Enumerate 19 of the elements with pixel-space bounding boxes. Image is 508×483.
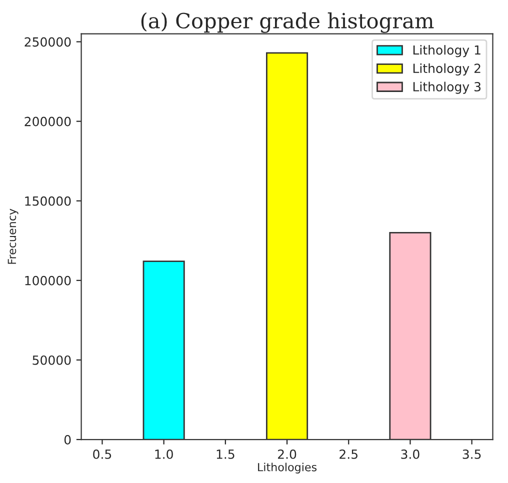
y-tick-label: 100000 [25, 276, 71, 286]
x-tick-label: 0.5 [93, 449, 112, 459]
x-tick-label: 3.0 [401, 449, 420, 459]
y-tick-label: 0 [64, 435, 71, 444]
x-tick-label: 2.0 [278, 449, 296, 459]
x-tick-label: 3.5 [462, 449, 481, 459]
x-tick-label: 1.5 [216, 450, 234, 459]
x-tick-label: 1.0 [155, 449, 173, 459]
legend-label: Lithology 1 [413, 45, 480, 58]
y-tick-label: 250000 [24, 37, 71, 47]
chart-title: (a) Copper grade histogram [141, 12, 434, 33]
y-tick-label: 200000 [24, 116, 71, 126]
x-tick-label: 2.5 [340, 449, 358, 459]
y-tick-label: 150000 [25, 196, 71, 206]
legend-label: Lithology 3 [413, 82, 481, 94]
y-axis-title: Frecuency [8, 208, 18, 264]
y-tick-label: 50000 [32, 355, 71, 365]
x-axis-title: Lithologies [258, 462, 317, 474]
legend-label: Lithology 2 [413, 63, 480, 76]
